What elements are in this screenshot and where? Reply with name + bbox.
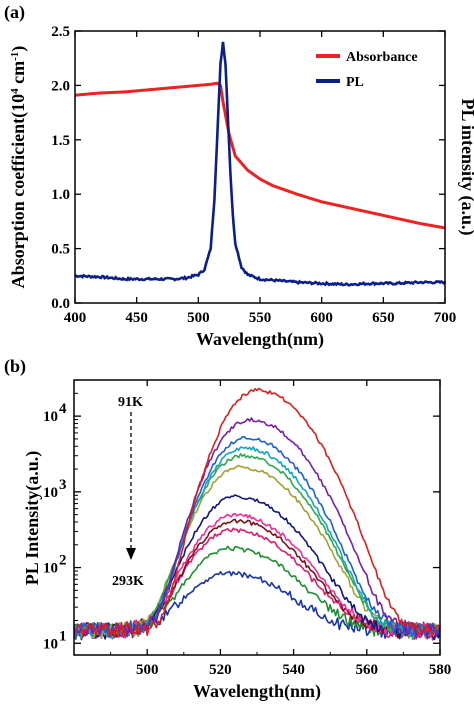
panel-a-y2-axis-label: PL intensity (a.u.) xyxy=(457,98,474,235)
panel-b-x-axis-label: Wavelength(nm) xyxy=(193,681,321,702)
panel-a-x-tick-label: 650 xyxy=(372,310,395,326)
panel-b-y-tick-exponent: 1 xyxy=(59,628,67,644)
panel-a-y-tick-label: 2.0 xyxy=(51,78,70,94)
panel-a-y-tick-label: 2.5 xyxy=(51,24,70,40)
panel-a-x-tick-label: 400 xyxy=(64,310,87,326)
panel-a-y-label-end: ) xyxy=(8,46,29,52)
annotation-293k: 293K xyxy=(112,574,144,589)
panel-b-y-tick-label: 10 xyxy=(43,561,58,577)
panel-a-y-axis-label: Absorption coefficient(104 cm-1) xyxy=(8,46,29,289)
panel-a-y-tick-label: 0.5 xyxy=(51,242,70,258)
panel-b-x-tick-label: 520 xyxy=(209,662,232,678)
panel-a-x-tick-label: 500 xyxy=(187,310,210,326)
panel-b-y-tick-exponent: 2 xyxy=(59,553,67,569)
panel-a-series-pl xyxy=(74,41,447,287)
temperature-arrow-head xyxy=(126,548,136,560)
panel-a-legend: Absorbance PL xyxy=(316,50,418,90)
panel-a-frame xyxy=(74,30,446,304)
panel-a-label: (a) xyxy=(4,2,25,23)
annotation-91k: 91K xyxy=(118,395,143,410)
panel-b-y-tick-label: 10 xyxy=(43,636,58,652)
panel-a-y-tick-label: 1.5 xyxy=(51,133,70,149)
panel-a-x-tick-label: 700 xyxy=(434,310,457,326)
panel-a-x-tick-label: 600 xyxy=(310,310,333,326)
panel-b-y-axis-label: PL Intensity(a.u.) xyxy=(22,451,43,586)
panel-b-spectrum-4 xyxy=(73,453,441,640)
panel-b-spectrum-2 xyxy=(73,435,441,640)
panel-b-label: (b) xyxy=(4,356,26,377)
panel-b-spectrum-0 xyxy=(73,387,441,639)
panel-a-y-label-unit: cm xyxy=(8,61,28,88)
panel-a-y-label-sup2: -1 xyxy=(9,52,21,61)
legend-absorbance-label: Absorbance xyxy=(346,50,418,65)
panel-b-y-tick-label: 10 xyxy=(43,485,58,501)
panel-a-y-label-sup: 4 xyxy=(9,88,21,94)
panel-a-series-absorbance xyxy=(74,81,446,230)
panel-b-spectrum-6 xyxy=(73,494,441,641)
panel-b-spectrum-3 xyxy=(73,446,441,641)
panel-a-x-tick-label: 450 xyxy=(125,310,148,326)
panel-a: (a) 400 450 500 550 600 650 700 0.0 0.5 1.0 1.5 2.… xyxy=(4,2,474,350)
panel-a-y-label-main: Absorption coefficient(10 xyxy=(8,94,29,288)
panel-b-x-tick-label: 580 xyxy=(429,662,452,678)
panel-b-y-tick-exponent: 3 xyxy=(59,477,67,493)
panel-b-x-tick-label: 540 xyxy=(282,662,305,678)
panel-a-x-axis-label: Wavelength(nm) xyxy=(196,329,324,350)
panel-b-y-tick-label: 10 xyxy=(43,409,58,425)
legend-pl-label: PL xyxy=(346,75,364,90)
panel-b-y-tick-exponent: 4 xyxy=(59,401,67,417)
panel-a-x-tick-label: 550 xyxy=(249,310,272,326)
panel-a-y-tick-label: 0.0 xyxy=(51,296,70,312)
panel-b-x-tick-label: 500 xyxy=(136,662,159,678)
panel-b-spectrum-1 xyxy=(73,417,441,640)
panel-a-y-tick-label: 1.0 xyxy=(51,187,70,203)
panel-b-x-tick-label: 560 xyxy=(356,662,379,678)
